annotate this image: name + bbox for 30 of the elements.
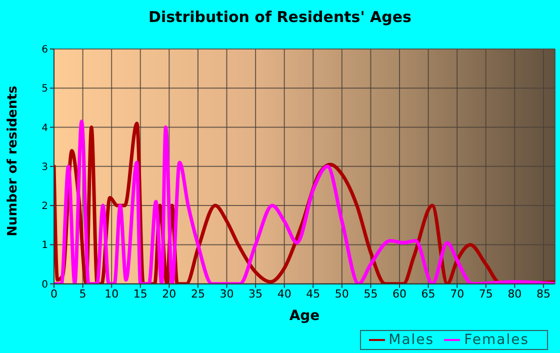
x-tick-label: 60 xyxy=(392,288,407,301)
x-tick-label: 75 xyxy=(478,288,493,301)
y-tick-label: 6 xyxy=(42,44,48,56)
x-tick-label: 50 xyxy=(334,288,349,301)
y-tick-label: 4 xyxy=(42,122,48,134)
x-axis-title: Age xyxy=(289,308,320,324)
legend-label: Females xyxy=(464,332,529,348)
x-tick-label: 20 xyxy=(162,288,176,301)
x-tick-label: 30 xyxy=(220,288,234,301)
y-tick-label: 0 xyxy=(42,279,48,290)
x-tick-label: 85 xyxy=(536,288,550,301)
y-tick-label: 1 xyxy=(42,240,48,252)
x-tick-label: 65 xyxy=(421,288,436,301)
x-tick-label: 10 xyxy=(104,288,119,301)
y-tick-label: 3 xyxy=(42,162,48,173)
x-tick-label: 5 xyxy=(79,288,86,301)
x-tick-label: 15 xyxy=(133,288,148,301)
x-tick-label: 0 xyxy=(50,288,58,301)
x-tick-label: 45 xyxy=(306,288,320,301)
x-tick-label: 35 xyxy=(248,288,263,301)
chart-title: Distribution of Residents' Ages xyxy=(148,8,412,26)
y-axis-title: Number of residents xyxy=(6,86,21,236)
x-tick-label: 40 xyxy=(277,288,292,301)
y-tick-label: 5 xyxy=(42,84,48,95)
legend-label: Males xyxy=(388,332,434,348)
x-tick-label: 80 xyxy=(508,288,522,301)
y-tick-label: 2 xyxy=(42,201,48,212)
x-tick-label: 25 xyxy=(190,288,205,301)
x-tick-label: 70 xyxy=(450,288,464,301)
x-tick-label: 55 xyxy=(364,288,378,301)
